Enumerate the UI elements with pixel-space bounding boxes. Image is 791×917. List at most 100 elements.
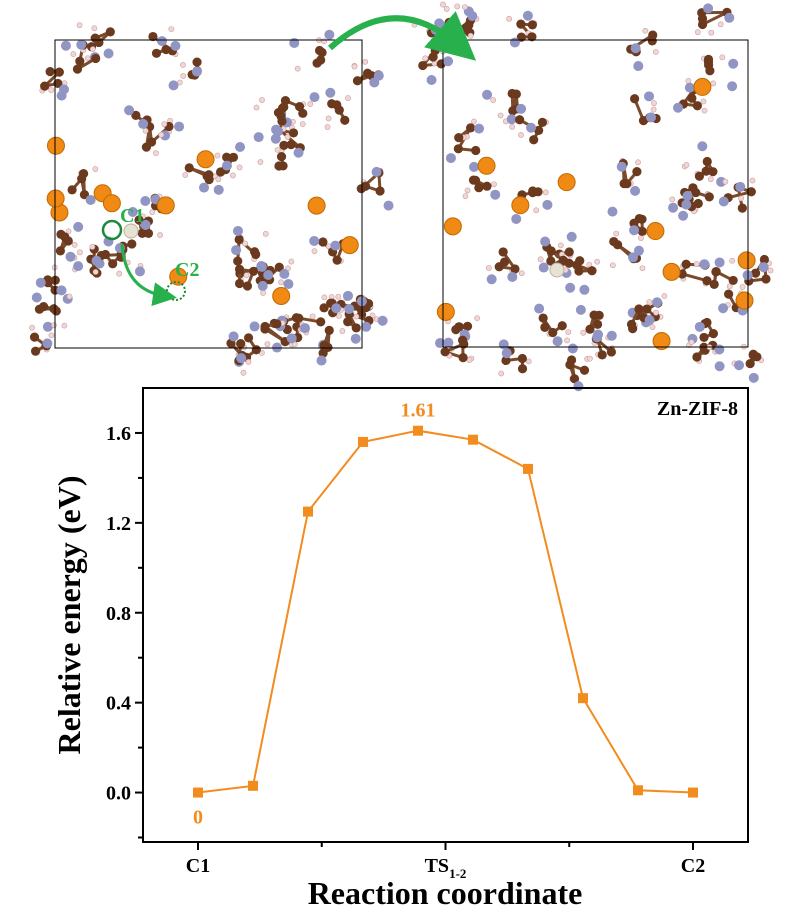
x-tick-text: C2 [681, 855, 705, 877]
atom-c [298, 108, 308, 118]
atom-c [510, 264, 520, 274]
atom-c [440, 347, 450, 357]
structures [29, 1, 774, 392]
atom-n [630, 43, 641, 54]
atom-n [371, 166, 382, 177]
atom-h [739, 284, 746, 290]
atom-c [728, 275, 738, 286]
atom-h [440, 1, 446, 8]
atom-n [283, 279, 294, 290]
atom-c [711, 267, 721, 277]
atom-c [516, 19, 526, 29]
atom-n [644, 315, 655, 326]
value-label: 1.61 [401, 400, 436, 422]
atom-h [336, 313, 342, 319]
atom-h [549, 262, 565, 278]
atom-c [693, 198, 703, 209]
atom-c [228, 152, 239, 162]
atom-c [55, 246, 65, 256]
atom-zn [646, 222, 665, 241]
atom-zn [169, 267, 188, 286]
atom-h [613, 230, 620, 237]
point-marker [523, 463, 533, 474]
atom-c [234, 234, 244, 245]
atom-n [534, 303, 545, 314]
atom-c [482, 181, 492, 191]
atom-n [42, 338, 53, 349]
y-axis-label: Relative energy (eV) [51, 476, 87, 755]
atom-h [471, 118, 477, 125]
atom-c [454, 133, 464, 143]
atom-h [722, 178, 729, 185]
atom-h [669, 196, 676, 203]
atom-c [572, 260, 582, 270]
atom-c [131, 110, 141, 121]
atom-h [688, 339, 695, 346]
atom-h [61, 322, 68, 329]
point-marker [688, 787, 698, 798]
atom-h [307, 101, 314, 107]
atom-h [70, 51, 77, 57]
atom-n [236, 353, 247, 364]
atom-n [138, 118, 149, 129]
atom-c [459, 339, 469, 349]
atom-c [540, 322, 550, 332]
atom-h [157, 232, 163, 238]
atom-n [447, 19, 458, 30]
atom-c [517, 353, 527, 364]
atom-h [650, 106, 657, 113]
atom-c [750, 268, 761, 278]
atom-n [221, 160, 232, 171]
atom-c [251, 345, 261, 355]
chart: Zn-ZIF-8 Reaction coordinate Relative en… [51, 387, 749, 911]
atom-h [71, 241, 78, 248]
atom-c [318, 348, 328, 358]
y-tick-label: 0.4 [106, 693, 131, 715]
atom-h [700, 98, 707, 105]
atom-c [75, 56, 85, 66]
point-marker [193, 787, 203, 798]
atom-n [703, 3, 714, 14]
atom-c [272, 319, 282, 329]
atom-c [312, 58, 322, 68]
atom-h [180, 73, 187, 79]
atom-n [652, 297, 663, 308]
atom-n [445, 153, 456, 164]
atom-c [630, 94, 640, 104]
atom-n [482, 89, 493, 100]
atom-h [92, 166, 99, 172]
atom-n [630, 185, 641, 196]
atom-c [428, 52, 438, 62]
atom-c [606, 347, 617, 357]
atom-n [575, 304, 586, 315]
atom-h [215, 176, 222, 183]
plot-frame [142, 387, 749, 843]
atom-n [542, 199, 553, 210]
atom-n [486, 274, 497, 285]
atom-n [507, 271, 518, 282]
atom-c [233, 256, 243, 266]
atom-c [67, 185, 77, 195]
atom-c [45, 67, 55, 77]
atom-n [134, 266, 145, 277]
atom-c [694, 171, 705, 181]
x-tick-subscript: 1-2 [449, 866, 466, 881]
atom-c [134, 215, 144, 225]
atom-c [274, 262, 284, 272]
hop-arrow [120, 243, 177, 307]
atom-n [325, 87, 336, 98]
atom-c [278, 161, 288, 171]
atom-h [321, 38, 327, 45]
atom-n [31, 292, 42, 303]
atom-c [534, 125, 544, 135]
atom-c [759, 254, 770, 265]
atom-c [276, 111, 286, 121]
atom-h [259, 97, 265, 103]
atom-h [710, 80, 717, 87]
atom-n [443, 56, 454, 67]
atom-n [91, 255, 102, 266]
atom-c [528, 188, 538, 198]
atom-n [644, 91, 655, 102]
atom-c [90, 33, 100, 43]
y-tick-label: 0.0 [106, 783, 131, 805]
